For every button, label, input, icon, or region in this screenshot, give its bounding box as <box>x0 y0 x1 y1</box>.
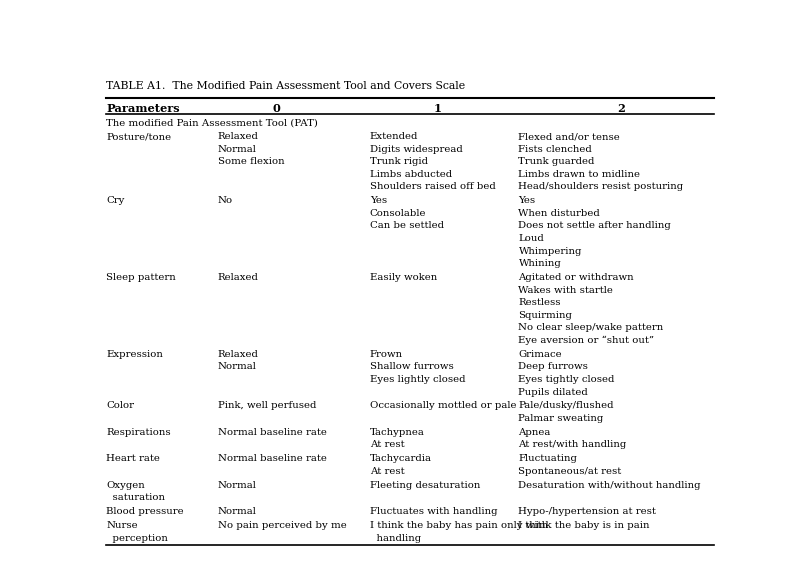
Text: Fists clenched: Fists clenched <box>518 145 592 154</box>
Text: Respirations: Respirations <box>106 428 171 437</box>
Text: Cry: Cry <box>106 196 125 205</box>
Text: Parameters: Parameters <box>106 103 180 114</box>
Text: Tachypnea: Tachypnea <box>370 428 425 437</box>
Text: Nurse: Nurse <box>106 521 138 531</box>
Text: Relaxed: Relaxed <box>218 132 258 141</box>
Text: At rest/with handling: At rest/with handling <box>518 441 626 449</box>
Text: Normal baseline rate: Normal baseline rate <box>218 428 326 437</box>
Text: Easily woken: Easily woken <box>370 273 437 282</box>
Text: Agitated or withdrawn: Agitated or withdrawn <box>518 273 634 282</box>
Text: Relaxed: Relaxed <box>218 273 258 282</box>
Text: Expression: Expression <box>106 350 163 359</box>
Text: Whining: Whining <box>518 259 562 268</box>
Text: Normal baseline rate: Normal baseline rate <box>218 454 326 463</box>
Text: Consolable: Consolable <box>370 209 426 218</box>
Text: Digits widespread: Digits widespread <box>370 145 462 154</box>
Text: The modified Pain Assessment Tool (PAT): The modified Pain Assessment Tool (PAT) <box>106 119 318 128</box>
Text: Yes: Yes <box>518 196 536 205</box>
Text: Wakes with startle: Wakes with startle <box>518 286 614 294</box>
Text: Color: Color <box>106 402 134 410</box>
Text: Grimace: Grimace <box>518 350 562 359</box>
Text: Hypo-/hypertension at rest: Hypo-/hypertension at rest <box>518 507 656 517</box>
Text: Some flexion: Some flexion <box>218 157 285 166</box>
Text: Shoulders raised off bed: Shoulders raised off bed <box>370 182 495 191</box>
Text: Trunk rigid: Trunk rigid <box>370 157 428 166</box>
Text: I think the baby has pain only with: I think the baby has pain only with <box>370 521 548 531</box>
Text: Sleep pattern: Sleep pattern <box>106 273 176 282</box>
Text: TABLE A1.  The Modified Pain Assessment Tool and Covers Scale: TABLE A1. The Modified Pain Assessment T… <box>106 81 466 91</box>
Text: Trunk guarded: Trunk guarded <box>518 157 595 166</box>
Text: Pale/dusky/flushed: Pale/dusky/flushed <box>518 402 614 410</box>
Text: Spontaneous/at rest: Spontaneous/at rest <box>518 467 622 476</box>
Text: Eyes tightly closed: Eyes tightly closed <box>518 375 615 384</box>
Text: Palmar sweating: Palmar sweating <box>518 414 604 423</box>
Text: Loud: Loud <box>518 234 544 243</box>
Text: Normal: Normal <box>218 507 257 517</box>
Text: No: No <box>218 196 233 205</box>
Text: 2: 2 <box>617 103 625 114</box>
Text: Posture/tone: Posture/tone <box>106 132 171 141</box>
Text: At rest: At rest <box>370 441 404 449</box>
Text: Frown: Frown <box>370 350 403 359</box>
Text: Pupils dilated: Pupils dilated <box>518 388 588 396</box>
Text: Squirming: Squirming <box>518 311 572 319</box>
Text: Fluctuating: Fluctuating <box>518 454 578 463</box>
Text: Deep furrows: Deep furrows <box>518 363 588 371</box>
Text: I think the baby is in pain: I think the baby is in pain <box>518 521 650 531</box>
Text: No clear sleep/wake pattern: No clear sleep/wake pattern <box>518 324 664 332</box>
Text: Blood pressure: Blood pressure <box>106 507 184 517</box>
Text: Extended: Extended <box>370 132 418 141</box>
Text: Normal: Normal <box>218 363 257 371</box>
Text: Relaxed: Relaxed <box>218 350 258 359</box>
Text: Limbs drawn to midline: Limbs drawn to midline <box>518 170 641 179</box>
Text: 0: 0 <box>273 103 281 114</box>
Text: Restless: Restless <box>518 298 561 307</box>
Text: perception: perception <box>106 534 168 543</box>
Text: Normal: Normal <box>218 481 257 490</box>
Text: Apnea: Apnea <box>518 428 551 437</box>
Text: Does not settle after handling: Does not settle after handling <box>518 222 671 230</box>
Text: 1: 1 <box>434 103 442 114</box>
Text: Pink, well perfused: Pink, well perfused <box>218 402 316 410</box>
Text: No pain perceived by me: No pain perceived by me <box>218 521 346 531</box>
Text: Tachycardia: Tachycardia <box>370 454 432 463</box>
Text: Limbs abducted: Limbs abducted <box>370 170 452 179</box>
Text: When disturbed: When disturbed <box>518 209 600 218</box>
Text: handling: handling <box>370 534 421 543</box>
Text: Occasionally mottled or pale: Occasionally mottled or pale <box>370 402 516 410</box>
Text: Yes: Yes <box>370 196 387 205</box>
Text: saturation: saturation <box>106 493 165 503</box>
Text: Can be settled: Can be settled <box>370 222 444 230</box>
Text: Heart rate: Heart rate <box>106 454 160 463</box>
Text: Fluctuates with handling: Fluctuates with handling <box>370 507 498 517</box>
Text: Head/shoulders resist posturing: Head/shoulders resist posturing <box>518 182 684 191</box>
Text: Whimpering: Whimpering <box>518 247 582 255</box>
Text: Oxygen: Oxygen <box>106 481 145 490</box>
Text: Eyes lightly closed: Eyes lightly closed <box>370 375 466 384</box>
Text: Normal: Normal <box>218 145 257 154</box>
Text: Eye aversion or “shut out”: Eye aversion or “shut out” <box>518 336 654 345</box>
Text: Desaturation with/without handling: Desaturation with/without handling <box>518 481 701 490</box>
Text: At rest: At rest <box>370 467 404 476</box>
Text: Flexed and/or tense: Flexed and/or tense <box>518 132 620 141</box>
Text: Shallow furrows: Shallow furrows <box>370 363 454 371</box>
Text: Fleeting desaturation: Fleeting desaturation <box>370 481 480 490</box>
